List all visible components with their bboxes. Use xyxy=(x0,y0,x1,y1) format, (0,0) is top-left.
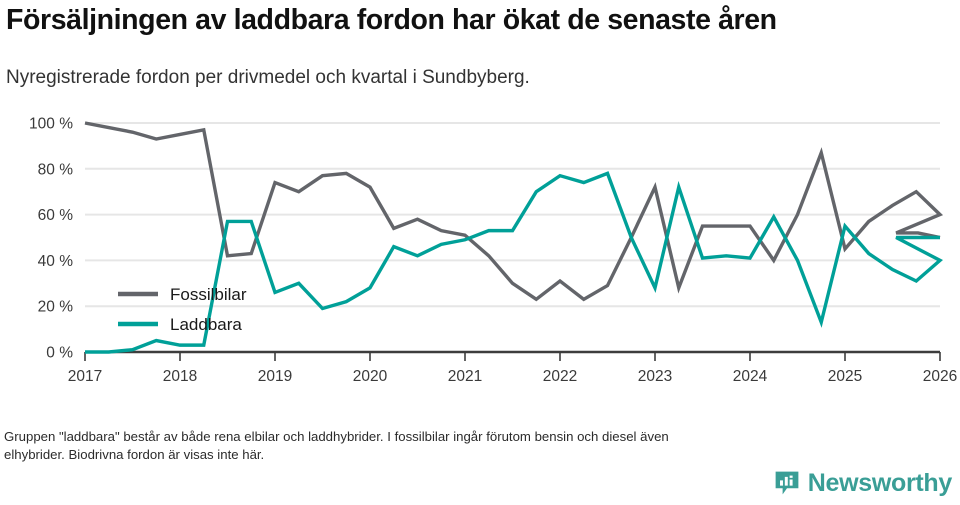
line-chart: 0 % 20 % 40 % 60 % 80 % 100 % 2017 2018 2019 202… xyxy=(0,108,960,398)
newsworthy-logo: Newsworthy xyxy=(773,466,952,500)
footnote-line-2: elhybrider. Biodrivna fordon är visas in… xyxy=(4,446,265,462)
y-tick-label: 0 % xyxy=(46,345,73,362)
chart-canvas: 0 % 20 % 40 % 60 % 80 % 100 % 2017 2018 2019 202… xyxy=(29,116,957,386)
legend-label: Fossilbilar xyxy=(170,285,247,304)
x-axis-tick-labels: 2017 2018 2019 2020 2021 2022 2023 2024 2025 2026 xyxy=(68,368,957,385)
legend-label: Laddbara xyxy=(170,315,242,334)
x-tick-label: 2018 xyxy=(163,368,197,385)
newsworthy-bubble-bars-icon xyxy=(775,471,799,495)
x-tick-label: 2020 xyxy=(353,368,388,385)
x-tick-label: 2019 xyxy=(258,368,292,385)
y-tick-label: 20 % xyxy=(38,299,74,316)
y-tick-label: 40 % xyxy=(38,253,74,270)
page-title: Försäljningen av laddbara fordon har öka… xyxy=(6,4,777,36)
x-tick-label: 2025 xyxy=(828,368,862,385)
y-tick-label: 60 % xyxy=(38,207,74,224)
page-subtitle: Nyregistrerade fordon per drivmedel och … xyxy=(6,67,530,88)
x-tick-label: 2017 xyxy=(68,368,102,385)
series-lines xyxy=(84,121,944,354)
x-axis xyxy=(84,350,941,361)
y-tick-label: 80 % xyxy=(38,161,74,178)
series-line-laddbara xyxy=(85,171,943,354)
footnote-line-1: Gruppen "laddbara" består av både rena e… xyxy=(4,429,669,444)
x-tick-label: 2021 xyxy=(448,368,482,385)
y-tick-label: 100 % xyxy=(29,116,73,133)
series-line-fossilbilar xyxy=(84,121,944,302)
chart-legend: Fossilbilar Laddbara xyxy=(118,285,247,334)
x-tick-label: 2022 xyxy=(543,368,577,385)
x-tick-label: 2026 xyxy=(923,368,957,385)
x-tick-label: 2024 xyxy=(733,368,768,385)
x-tick-label: 2023 xyxy=(638,368,672,385)
gridlines xyxy=(85,122,940,308)
logo-wordmark: Newsworthy xyxy=(807,468,953,497)
y-axis-tick-labels: 0 % 20 % 40 % 60 % 80 % 100 % xyxy=(29,116,73,362)
footnote: Gruppen "laddbara" består av både rena e… xyxy=(4,428,914,464)
